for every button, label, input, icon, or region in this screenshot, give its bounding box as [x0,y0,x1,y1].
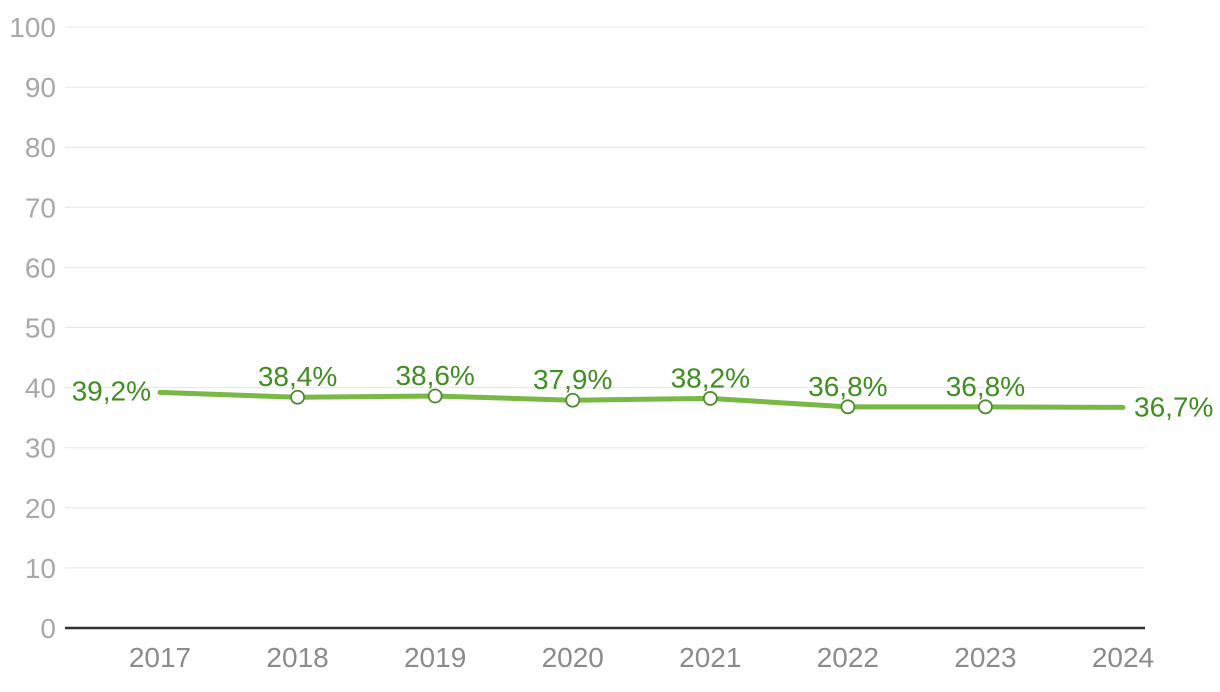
x-axis-tick-label: 2019 [404,642,466,673]
x-axis-tick-label: 2017 [129,642,191,673]
x-axis-tick-label: 2024 [1092,642,1154,673]
data-point-marker [840,399,856,415]
data-point-label: 36,7% [1134,391,1213,422]
series-line [157,389,1126,410]
data-point-label: 36,8% [808,371,887,402]
data-point-marker [290,389,305,405]
data-point-label: 38,4% [258,361,337,392]
data-point-marker [702,391,718,406]
x-axis-tick-label: 2020 [542,642,604,673]
y-axis-tick-label: 100 [9,12,56,43]
data-point-label: 37,9% [533,364,612,395]
x-axis-tick-label: 2023 [954,642,1016,673]
data-point-marker [978,399,993,415]
y-axis-tick-label: 30 [25,433,56,464]
y-axis-tick-label: 20 [25,493,56,524]
y-axis-tick-label: 70 [25,192,56,223]
data-point-marker [565,392,581,408]
data-point-label: 36,8% [946,371,1025,402]
y-axis-tick-label: 60 [25,252,56,283]
x-axis-tick-label: 2021 [679,642,741,673]
x-axis-tick-label: 2022 [817,642,879,673]
y-axis-tick-label: 40 [25,373,56,404]
y-axis-tick-label: 10 [25,553,56,584]
y-axis-tick-label: 50 [25,313,56,344]
x-axis-tick-label: 2018 [266,642,328,673]
data-point-label: 38,2% [671,362,750,393]
data-point-label: 38,6% [395,360,474,391]
data-point-label: 39,2% [72,375,151,406]
y-axis-tick-label: 0 [40,613,56,644]
data-point-marker [427,388,443,404]
y-axis-tick-label: 90 [25,72,56,103]
y-axis-tick-label: 80 [25,132,56,163]
